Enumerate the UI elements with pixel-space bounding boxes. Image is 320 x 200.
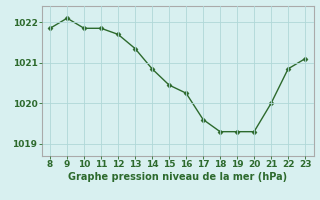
X-axis label: Graphe pression niveau de la mer (hPa): Graphe pression niveau de la mer (hPa) — [68, 172, 287, 182]
